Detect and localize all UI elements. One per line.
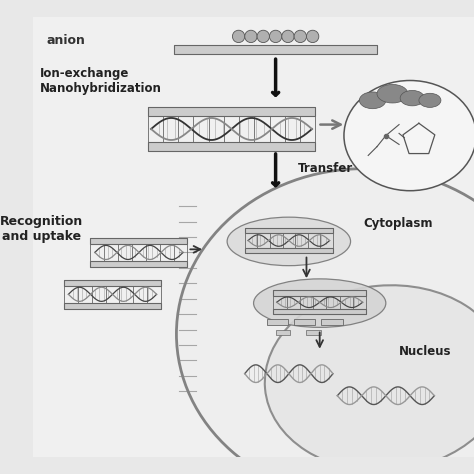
- Text: Cytoplasm: Cytoplasm: [364, 217, 433, 230]
- Circle shape: [282, 30, 294, 43]
- FancyBboxPatch shape: [33, 17, 474, 149]
- FancyBboxPatch shape: [148, 142, 315, 151]
- Ellipse shape: [344, 81, 474, 191]
- FancyBboxPatch shape: [91, 261, 187, 267]
- FancyBboxPatch shape: [267, 319, 288, 325]
- FancyBboxPatch shape: [273, 309, 366, 314]
- FancyBboxPatch shape: [64, 280, 161, 286]
- FancyBboxPatch shape: [321, 319, 343, 325]
- FancyBboxPatch shape: [174, 45, 377, 54]
- FancyBboxPatch shape: [64, 303, 161, 309]
- Ellipse shape: [400, 91, 424, 106]
- FancyBboxPatch shape: [275, 330, 290, 335]
- Ellipse shape: [359, 92, 386, 109]
- Ellipse shape: [176, 169, 474, 474]
- FancyBboxPatch shape: [294, 319, 315, 325]
- FancyBboxPatch shape: [273, 291, 366, 296]
- Text: Ion-exchange
Nanohybridization: Ion-exchange Nanohybridization: [40, 67, 162, 95]
- Circle shape: [269, 30, 282, 43]
- Text: anion: anion: [46, 34, 85, 47]
- Ellipse shape: [377, 84, 408, 103]
- Circle shape: [307, 30, 319, 43]
- Circle shape: [245, 30, 257, 43]
- FancyBboxPatch shape: [91, 238, 187, 244]
- FancyBboxPatch shape: [307, 330, 320, 335]
- FancyBboxPatch shape: [33, 149, 474, 457]
- Ellipse shape: [265, 285, 474, 471]
- FancyBboxPatch shape: [148, 107, 315, 116]
- Ellipse shape: [254, 279, 386, 328]
- Text: Nucleus: Nucleus: [399, 345, 452, 358]
- Circle shape: [257, 30, 269, 43]
- Circle shape: [294, 30, 307, 43]
- FancyBboxPatch shape: [245, 228, 333, 234]
- Circle shape: [232, 30, 245, 43]
- FancyBboxPatch shape: [245, 247, 333, 253]
- Text: Transfer: Transfer: [298, 162, 353, 175]
- Ellipse shape: [227, 217, 351, 265]
- Text: Recognition
and uptake: Recognition and uptake: [0, 215, 83, 243]
- Ellipse shape: [419, 93, 441, 108]
